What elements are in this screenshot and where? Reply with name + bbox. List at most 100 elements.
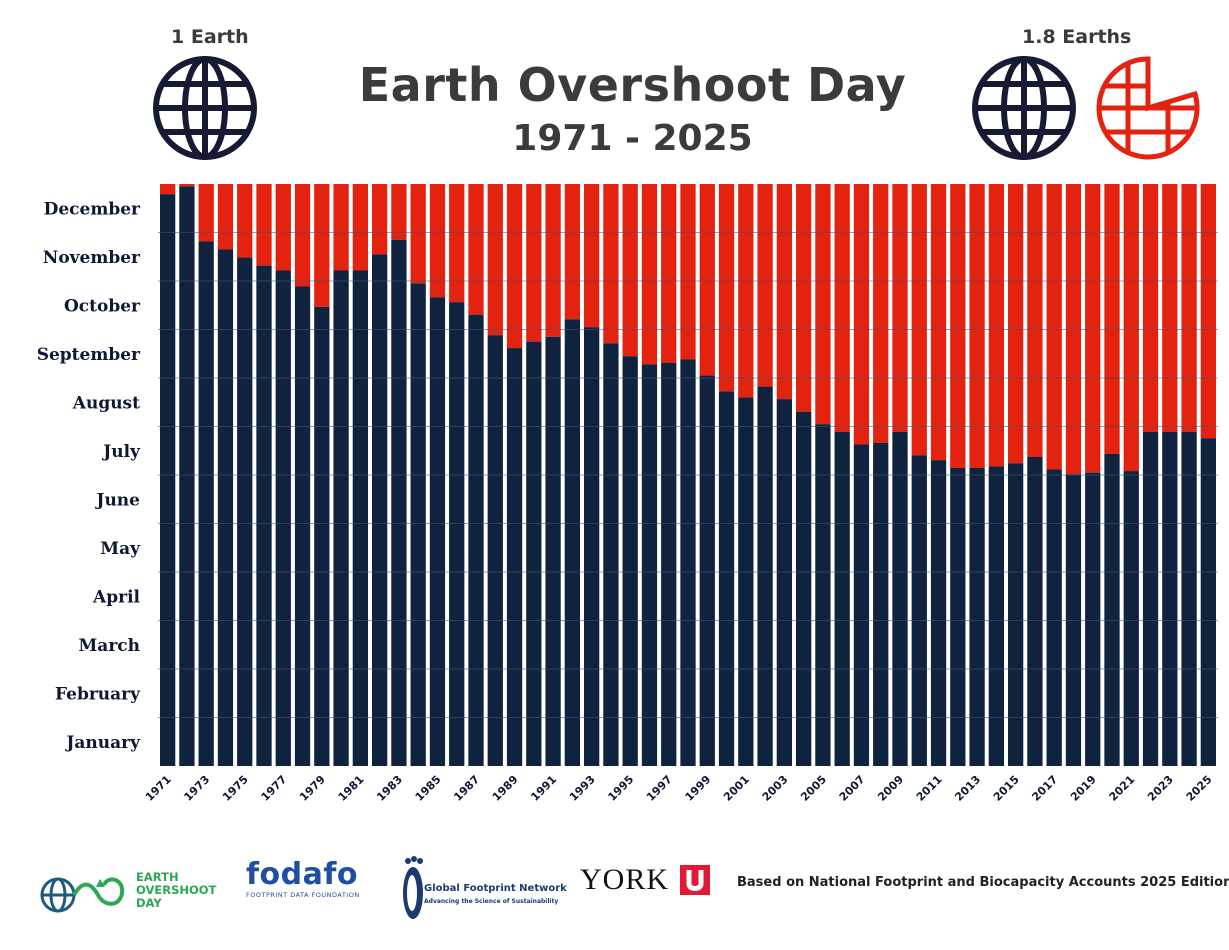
overshoot-bar-1979 [314, 184, 330, 307]
budget-bar-1980 [333, 270, 349, 766]
x-tick-label: 2019 [1068, 773, 1099, 804]
overshoot-bar-1978 [294, 184, 311, 287]
budget-bar-1987 [468, 314, 484, 766]
budget-bar-1972 [179, 186, 195, 766]
y-tick-label: June [94, 490, 140, 510]
budget-bar-1995 [622, 356, 638, 766]
budget-bar-2025 [1200, 438, 1216, 766]
source-note: Based on National Footprint and Biocapac… [737, 875, 1229, 890]
y-tick-label: July [101, 442, 141, 462]
overshoot-bar-1984 [410, 184, 426, 284]
y-tick-label: January [64, 733, 141, 753]
budget-bar-2004 [796, 411, 812, 766]
budget-bar-2024 [1181, 431, 1197, 766]
budget-bar-2012 [950, 467, 966, 766]
overshoot-bar-2011 [930, 184, 947, 461]
budget-bar-2016 [1027, 457, 1043, 766]
overshoot-bar-2001 [738, 184, 754, 398]
footer: EARTH OVERSHOOT DAY fodafo FOOTPRINT DAT… [0, 845, 1229, 935]
budget-bar-1986 [449, 302, 465, 766]
overshoot-bar-1981 [352, 184, 368, 271]
x-tick-label: 2011 [914, 773, 945, 804]
x-tick-label: 2009 [875, 773, 906, 804]
y-tick-label: August [72, 393, 140, 413]
eod-text-2: OVERSHOOT [136, 883, 217, 897]
chart-subtitle: 1971 - 2025 [512, 118, 753, 159]
y-tick-label: May [100, 539, 141, 559]
overshoot-bar-1977 [275, 184, 291, 271]
budget-bar-2000 [718, 391, 735, 766]
budget-bar-1994 [603, 343, 619, 766]
overshoot-bar-2020 [1104, 184, 1120, 454]
x-tick-label: 2007 [837, 773, 868, 804]
budget-bar-1993 [584, 327, 600, 766]
overshoot-bar-1997 [661, 184, 677, 363]
budget-bar-1988 [487, 335, 503, 766]
y-tick-label: November [43, 248, 141, 268]
budget-bar-2001 [738, 397, 754, 766]
budget-bar-1984 [410, 283, 426, 766]
x-tick-label: 1983 [374, 773, 405, 804]
budget-bar-2014 [988, 466, 1004, 766]
one-earth-label: 1 Earth [171, 26, 249, 48]
overshoot-bar-2003 [776, 184, 792, 400]
overshoot-bar-2025 [1200, 184, 1216, 439]
x-tick-label: 2023 [1145, 773, 1176, 804]
budget-bar-1979 [314, 306, 330, 766]
y-tick-label: March [78, 636, 140, 656]
x-tick-label: 1979 [297, 773, 328, 804]
overshoot-bar-1974 [217, 184, 234, 250]
month-gridlines [158, 232, 1218, 718]
budget-bar-2009 [892, 431, 908, 766]
y-tick-label: April [92, 587, 140, 607]
budget-bar-1977 [275, 270, 291, 766]
y-tick-label: October [64, 296, 141, 316]
fodafo-name: fodafo [246, 857, 359, 892]
budget-bar-1985 [429, 297, 446, 766]
overshoot-bar-1991 [545, 184, 561, 337]
budget-bar-2007 [853, 444, 870, 766]
globe-icon [153, 56, 257, 160]
overshoot-bar-2010 [911, 184, 927, 456]
footprint-icon [403, 856, 423, 919]
earth-overshoot-day-logo: EARTH OVERSHOOT DAY [38, 857, 238, 913]
overshoot-bar-2008 [873, 184, 889, 443]
overshoot-bar-1998 [680, 184, 696, 360]
overshoot-bar-1986 [449, 184, 465, 303]
york-university-logo: YORK [580, 863, 720, 903]
budget-bar-1982 [372, 254, 388, 766]
budget-bar-1996 [641, 364, 658, 766]
x-tick-label: 1973 [181, 773, 212, 804]
overshoot-bar-2016 [1027, 184, 1043, 458]
budget-bar-2017 [1046, 469, 1062, 766]
x-tick-label: 2021 [1107, 773, 1138, 804]
x-tick-label: 2003 [760, 773, 791, 804]
x-tick-label: 2005 [798, 773, 829, 804]
budget-bar-2021 [1123, 471, 1139, 766]
budget-bar-1991 [545, 336, 561, 766]
overshoot-bar-2023 [1162, 184, 1178, 432]
x-tick-label: 2015 [991, 773, 1022, 804]
overshoot-bar-2000 [718, 184, 735, 392]
overshoot-bar-1975 [237, 184, 253, 258]
budget-bar-2003 [776, 399, 792, 766]
budget-bar-2023 [1162, 431, 1178, 766]
overshoot-bar-1992 [564, 184, 580, 320]
overshoot-bar-1999 [699, 184, 715, 376]
x-tick-label: 2025 [1184, 773, 1215, 804]
x-tick-label: 1981 [336, 773, 367, 804]
budget-bar-2013 [969, 467, 985, 766]
overshoot-bar-2021 [1123, 184, 1139, 472]
budget-bar-1999 [699, 375, 715, 766]
eod-text-1: EARTH [136, 870, 179, 884]
overshoot-bar-1972 [179, 184, 195, 187]
budget-bar-2002 [757, 386, 773, 766]
overshoot-bar-1982 [372, 184, 388, 255]
budget-bar-1978 [294, 286, 311, 766]
overshoot-bar-2014 [988, 184, 1004, 467]
budget-bar-1974 [217, 249, 234, 767]
x-tick-label: 2001 [721, 773, 752, 804]
budget-bar-2015 [1008, 463, 1024, 766]
york-name: YORK [580, 863, 670, 896]
